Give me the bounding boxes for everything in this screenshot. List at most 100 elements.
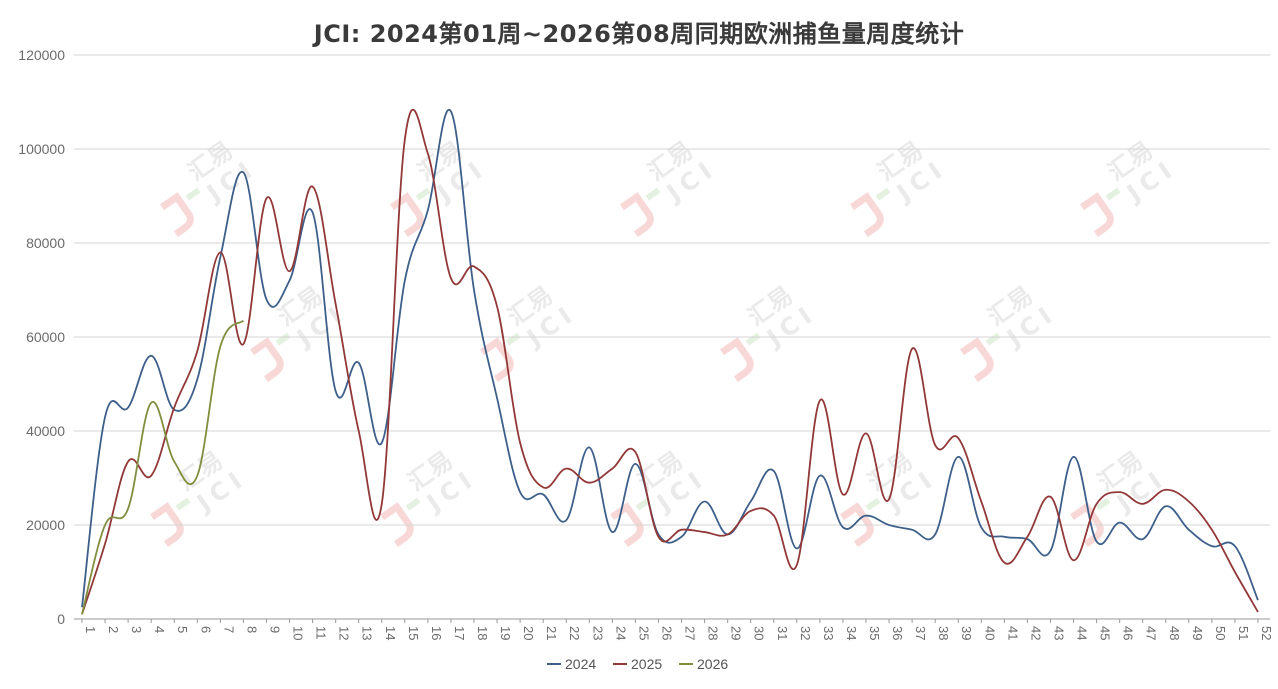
y-tick-label: 20000 (26, 517, 65, 533)
watermark-logo-mark (959, 337, 994, 383)
x-tick-label: 14 (383, 626, 398, 640)
x-tick-label: 21 (544, 626, 559, 640)
x-tick-label: 27 (683, 626, 698, 640)
x-tick-label: 52 (1259, 626, 1274, 640)
x-tick-label: 1 (83, 626, 98, 633)
x-tick-label: 8 (244, 626, 259, 633)
legend-item-2026[interactable]: 2026 (679, 656, 728, 672)
x-tick-label: 10 (291, 626, 306, 640)
series-layer (81, 108, 1259, 615)
x-tick-label: 12 (337, 626, 352, 640)
x-tick-label: 29 (729, 626, 744, 640)
watermark-logo-bar (875, 187, 891, 201)
chart-title: JCI: 2024第01周~2026第08周同期欧洲捕鱼量周度统计 (313, 20, 965, 48)
watermark-logo-bar (985, 332, 1001, 346)
watermark-logo-mark (619, 192, 654, 238)
y-axis-ticks: 0 20000 40000 60000 80000 100000 120000 (18, 47, 65, 627)
watermark-logo-bar (745, 332, 761, 346)
watermark-logo-bar (1105, 187, 1121, 201)
x-tick-label: 36 (890, 626, 905, 640)
series-line-2026 (81, 319, 245, 615)
x-tick-label: 40 (982, 626, 997, 640)
series-line-2024 (81, 108, 1259, 608)
x-tick-label: 50 (1213, 626, 1228, 640)
watermark-logo-mark (1079, 192, 1114, 238)
x-tick-label: 43 (1051, 626, 1066, 640)
x-tick-label: 7 (221, 626, 236, 633)
y-tick-label: 120000 (18, 47, 65, 63)
x-tick-label: 4 (152, 626, 167, 633)
watermark-logo-bar (505, 332, 521, 346)
x-tick-label: 17 (452, 626, 467, 640)
legend-label: 2024 (565, 656, 596, 672)
watermark-logo-mark (159, 192, 194, 238)
x-tick-label: 51 (1236, 626, 1251, 640)
x-tick-label: 45 (1098, 626, 1113, 640)
watermark-logo-bar (175, 497, 191, 511)
grid-lines (74, 54, 1270, 620)
x-tick-label: 34 (844, 626, 859, 640)
x-tick-label: 15 (406, 626, 421, 640)
x-tick-label: 46 (1121, 626, 1136, 640)
watermark-logo-mark (839, 502, 874, 548)
x-tick-label: 48 (1167, 626, 1182, 640)
x-tick-label: 28 (706, 626, 721, 640)
x-tick-label: 42 (1028, 626, 1043, 640)
legend-item-2024[interactable]: 2024 (547, 656, 596, 672)
x-tick-label: 35 (867, 626, 882, 640)
watermark-logo-mark (479, 337, 514, 383)
watermark-logo-bar (865, 497, 881, 511)
legend: 2024 2025 2026 (547, 656, 728, 672)
x-tick-label: 6 (198, 626, 213, 633)
watermark-logo-mark (389, 192, 424, 238)
watermark-logo-mark (849, 192, 884, 238)
x-tick-label: 26 (659, 626, 674, 640)
x-tick-label: 9 (267, 626, 282, 633)
x-axis-ticks: 1 2 3 4 5 6 7 8 9 10 11 12 13 14 15 16 17 18 19 20 21 22 23 24 2… (81, 619, 1274, 640)
x-tick-label: 44 (1075, 626, 1090, 640)
watermark-logo-mark (719, 337, 754, 383)
y-tick-label: 40000 (26, 423, 65, 439)
legend-label: 2025 (631, 656, 662, 672)
x-tick-label: 11 (314, 626, 329, 640)
y-tick-label: 100000 (18, 141, 65, 157)
series-line-2025 (81, 108, 1259, 615)
x-tick-label: 33 (821, 626, 836, 640)
watermark-logo-mark (249, 337, 284, 383)
x-tick-label: 3 (129, 626, 144, 633)
watermark-logo-mark (379, 502, 414, 548)
x-tick-label: 49 (1190, 626, 1205, 640)
y-tick-label: 0 (57, 611, 65, 627)
y-tick-label: 60000 (26, 329, 65, 345)
watermark-logo-bar (185, 187, 201, 201)
x-tick-label: 39 (959, 626, 974, 640)
x-tick-label: 16 (429, 626, 444, 640)
x-tick-label: 32 (798, 626, 813, 640)
watermark-logo-bar (1095, 497, 1111, 511)
x-tick-label: 37 (913, 626, 928, 640)
x-tick-label: 5 (175, 626, 190, 633)
x-tick-label: 19 (498, 626, 513, 640)
watermark-logo-bar (635, 497, 651, 511)
x-tick-label: 47 (1144, 626, 1159, 640)
x-tick-label: 31 (775, 626, 790, 640)
watermark-logo-mark (1069, 502, 1104, 548)
x-tick-label: 38 (936, 626, 951, 640)
y-tick-label: 80000 (26, 235, 65, 251)
x-tick-label: 30 (752, 626, 767, 640)
x-tick-label: 24 (613, 626, 628, 640)
watermark-logo-mark (149, 502, 184, 548)
watermark-logo-mark (609, 502, 644, 548)
legend-item-2025[interactable]: 2025 (613, 656, 662, 672)
legend-label: 2026 (697, 656, 728, 672)
watermark-logo-bar (275, 332, 291, 346)
